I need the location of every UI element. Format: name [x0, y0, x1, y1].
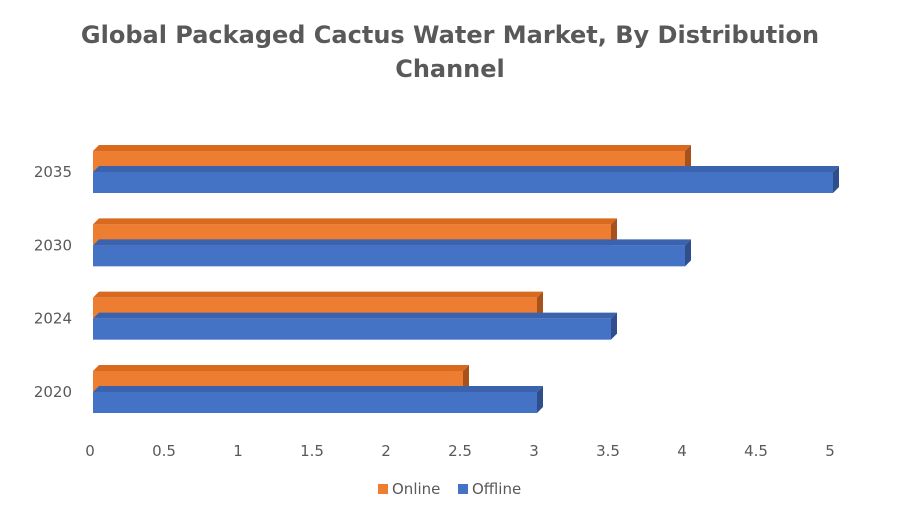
bar-side-face — [685, 239, 691, 267]
x-tick-label-3-5: 3.5 — [596, 442, 620, 460]
bar-side-face — [611, 312, 617, 340]
bar-front-face — [93, 172, 833, 194]
category-label-2024: 2024 — [34, 310, 72, 328]
x-tick-label-1: 1 — [233, 442, 243, 460]
bar-offline-2030 — [93, 239, 691, 267]
x-tick-label-2: 2 — [381, 442, 391, 460]
bar-front-face — [93, 245, 685, 267]
bar-top-face — [93, 312, 617, 319]
bar-top-face — [93, 386, 543, 392]
bar-top-face — [93, 145, 691, 152]
bar-offline-2020 — [93, 386, 543, 413]
bar-top-face — [93, 218, 617, 225]
x-tick-label-4-5: 4.5 — [744, 442, 768, 460]
x-tick-label-5: 5 — [825, 442, 835, 460]
category-label-2020: 2020 — [34, 383, 72, 401]
bar-top-face — [93, 166, 839, 173]
legend-label-offline: Offline — [472, 480, 521, 498]
category-label-2035: 2035 — [34, 163, 72, 181]
bar-top-face — [93, 239, 691, 246]
x-tick-label-2-5: 2.5 — [448, 442, 472, 460]
bar-side-face — [463, 365, 469, 392]
chart-title: Global Packaged Cactus Water Market, By … — [0, 18, 900, 86]
bar-offline-2035 — [93, 166, 839, 194]
chart-title-line-2: Channel — [395, 55, 505, 83]
x-tick-label-3: 3 — [529, 442, 539, 460]
bar-top-face — [93, 365, 469, 371]
legend-swatch-offline — [458, 484, 468, 494]
x-tick-label-0-5: 0.5 — [152, 442, 176, 460]
x-tick-label-1-5: 1.5 — [300, 442, 324, 460]
legend-label-online: Online — [392, 480, 440, 498]
bar-front-face — [93, 392, 537, 413]
bar-side-face — [685, 145, 691, 173]
x-tick-label-4: 4 — [677, 442, 687, 460]
bar-side-face — [537, 386, 543, 413]
chart-title-line-1: Global Packaged Cactus Water Market, By … — [80, 21, 820, 49]
bar-side-face — [833, 166, 839, 194]
bar-side-face — [537, 291, 543, 319]
bar-front-face — [93, 318, 611, 340]
x-tick-label-0: 0 — [85, 442, 95, 460]
legend-swatch-online — [378, 484, 388, 494]
bar-side-face — [611, 218, 617, 246]
bar-offline-2024 — [93, 312, 617, 340]
bar-top-face — [93, 291, 543, 298]
category-label-2030: 2030 — [34, 236, 72, 254]
